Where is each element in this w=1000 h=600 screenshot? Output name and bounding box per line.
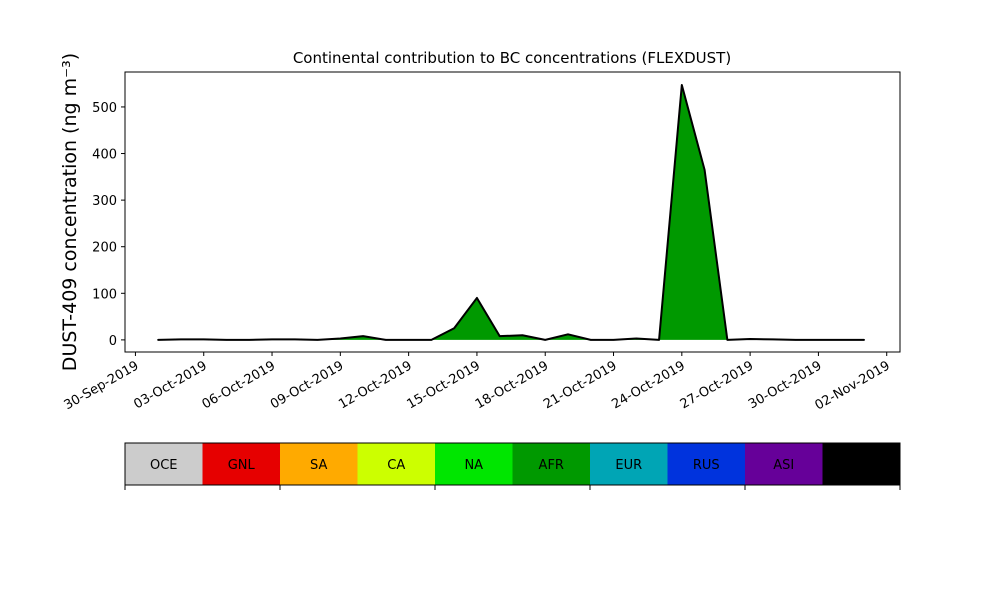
- legend-label: OCE: [150, 458, 178, 473]
- legend-label: RUS: [693, 458, 720, 473]
- chart-title: Continental contribution to BC concentra…: [293, 49, 731, 67]
- legend-frame: [124, 442, 901, 486]
- legend-swatch: [512, 443, 591, 485]
- area-afr: [158, 85, 864, 340]
- legend-label: ASI: [773, 458, 794, 473]
- area-aus: [157, 84, 865, 341]
- y-tick-label: 100: [92, 287, 117, 302]
- y-tick-label: 400: [92, 148, 117, 163]
- legend-swatch: [667, 443, 746, 485]
- legend-swatch: [822, 443, 901, 485]
- plot-frame: [124, 71, 901, 353]
- legend-swatch: [745, 443, 823, 485]
- y-tick-label: 0: [109, 334, 117, 349]
- legend-swatch: [590, 443, 668, 485]
- y-tick-label: 200: [92, 241, 117, 256]
- y-tick-label: 300: [92, 194, 117, 209]
- legend-label: NA: [464, 458, 483, 473]
- legend-label: AFR: [539, 458, 564, 473]
- legend-swatch: [202, 443, 281, 485]
- y-tick-label: 500: [92, 101, 117, 116]
- legend-swatch: [435, 443, 513, 485]
- legend-swatch: [280, 443, 358, 485]
- legend-label: GNL: [228, 458, 256, 473]
- y-axis-label: DUST-409 concentration (ng m⁻³): [59, 53, 81, 371]
- legend-label: AUS: [848, 458, 875, 473]
- legend-label: CA: [387, 458, 405, 473]
- legend-label: SA: [310, 458, 327, 473]
- legend-swatch: [357, 443, 436, 485]
- legend-swatch: [125, 443, 203, 485]
- legend-label: EUR: [615, 458, 642, 473]
